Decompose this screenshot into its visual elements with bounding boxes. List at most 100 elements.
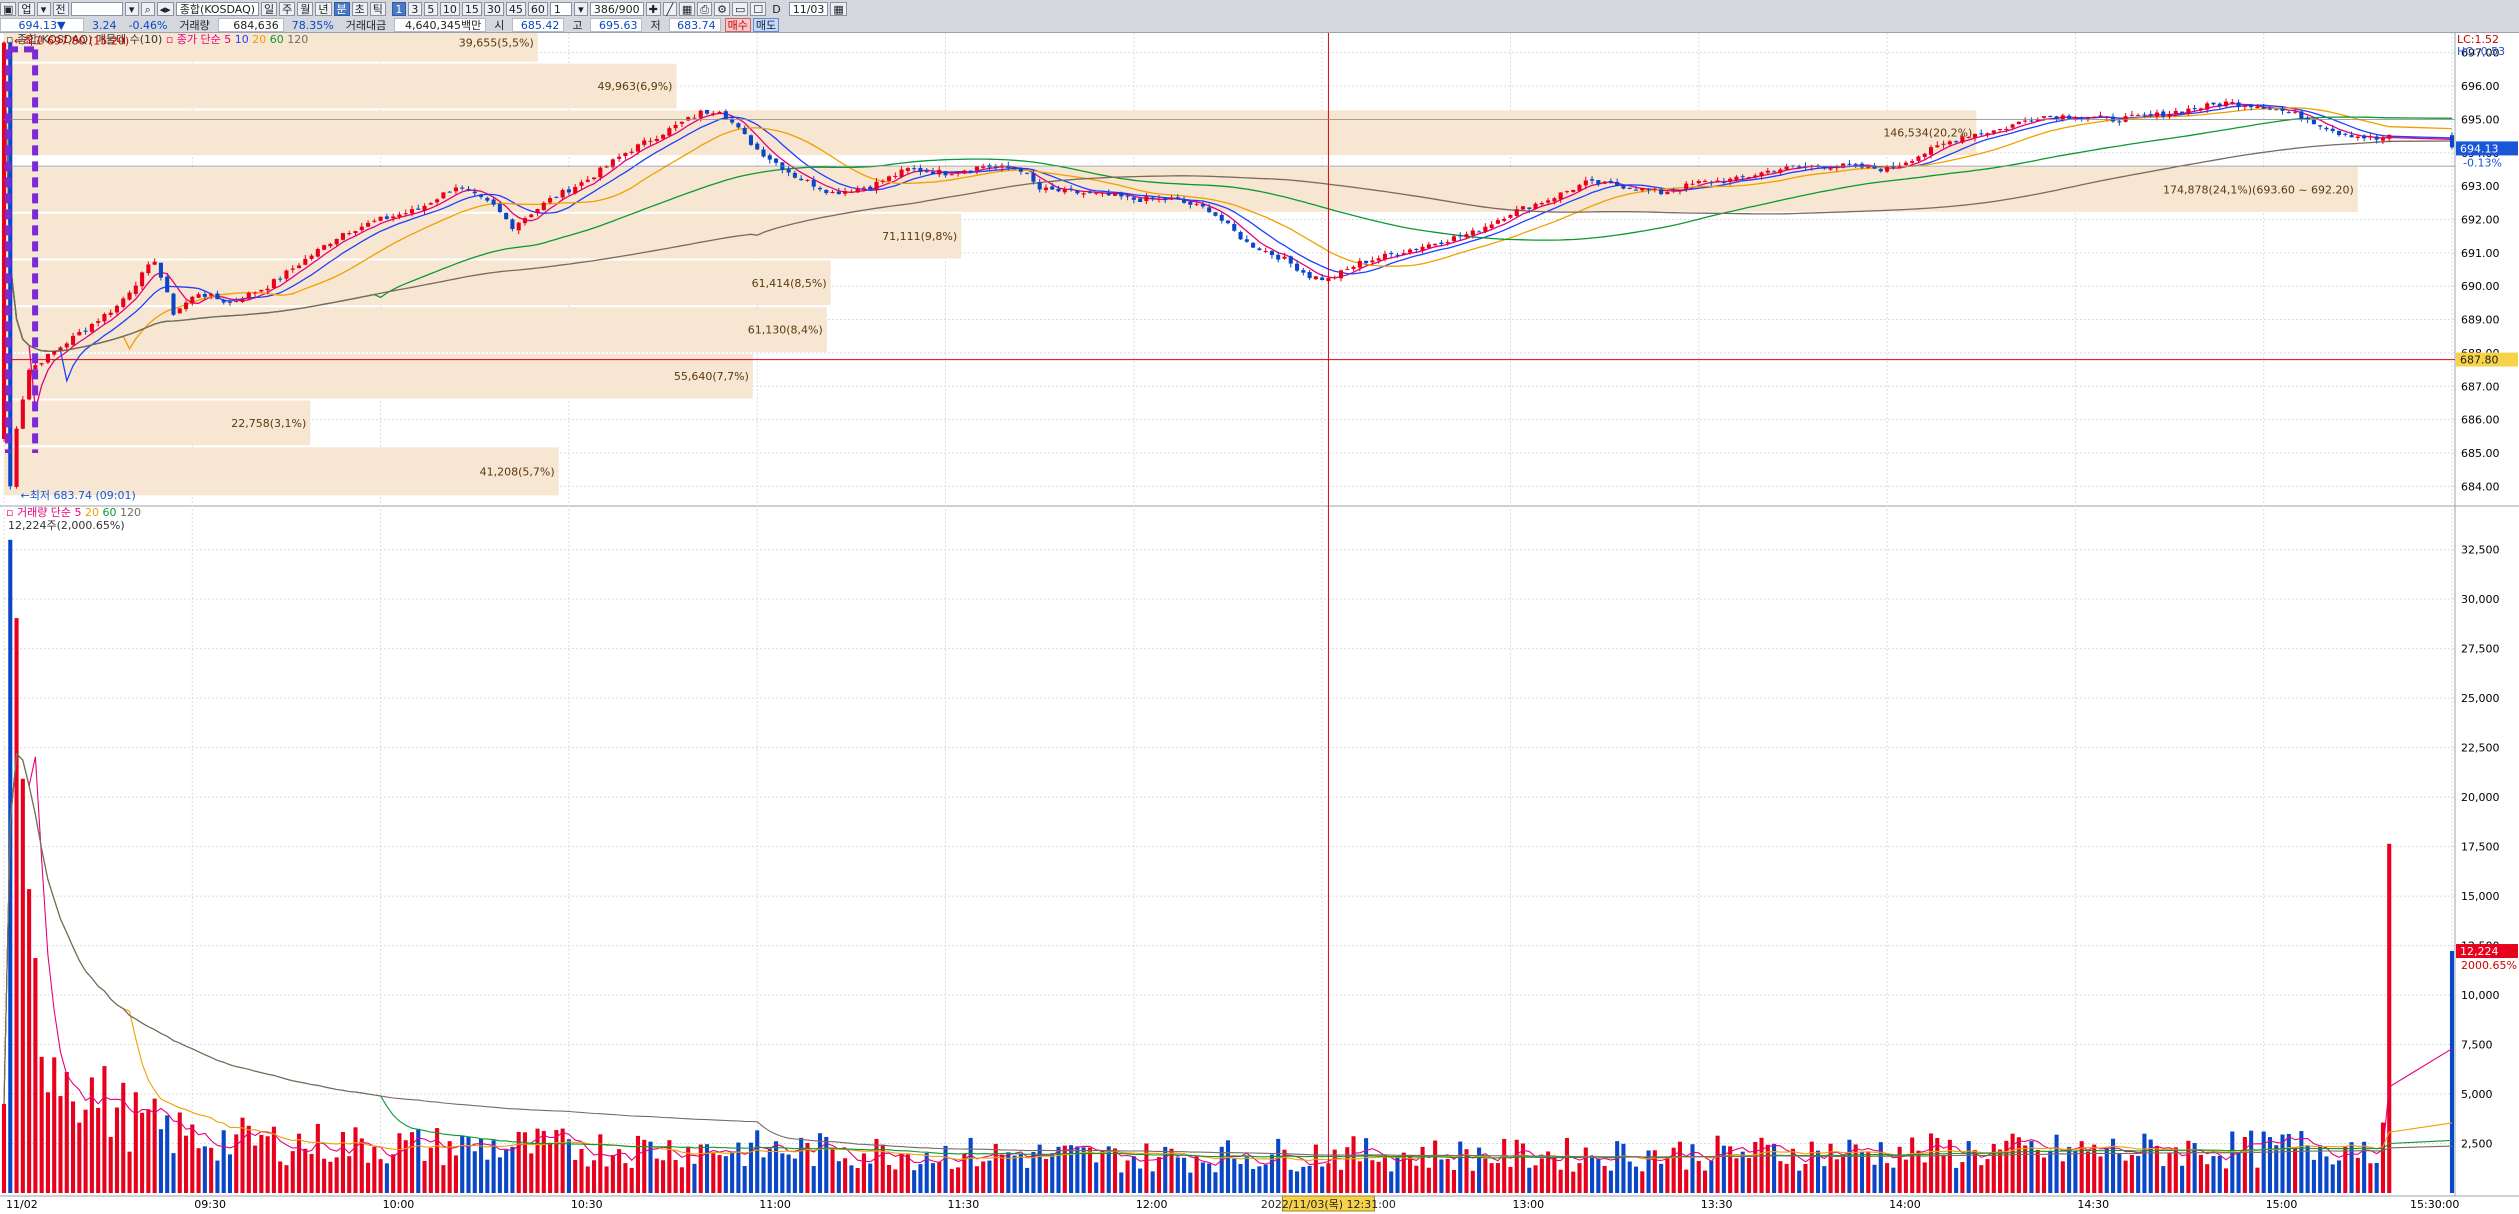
volume-bar (1251, 1168, 1256, 1193)
candle-body (2242, 105, 2247, 107)
volume-legend: ▫ 거래량 단순 5 20 60 120 (6, 506, 141, 519)
volume-bar (617, 1149, 622, 1193)
ma-line (3, 42, 2453, 411)
volume-profile-label: 61,414(8,5%) (752, 277, 827, 290)
volume-bar (1772, 1143, 1777, 1193)
crosshair-icon[interactable]: ✚ (645, 2, 661, 16)
interval-button[interactable]: 60 (527, 2, 548, 16)
candle-body (1885, 167, 1890, 172)
candle-body (1464, 234, 1469, 238)
volume-bar (1313, 1144, 1318, 1193)
period-button[interactable]: 초 (351, 2, 368, 16)
table-icon[interactable]: ▦ (678, 2, 696, 16)
volume-bar (1445, 1158, 1450, 1193)
volume-bar (146, 1109, 151, 1193)
count-field[interactable]: 386/900 (589, 2, 644, 16)
candle-body (2023, 120, 2028, 122)
price-legend: ▫ 종합(KOSDAQ) 매물대 수(10) ▫ 종가 단순 5 10 20 6… (6, 33, 308, 46)
candle-body (265, 288, 270, 291)
candle-body (1407, 249, 1413, 253)
interval-dropdown-icon[interactable]: ▾ (573, 2, 588, 16)
arrows-icon[interactable]: ◂▸ (156, 2, 174, 16)
calendar-icon[interactable]: ▦ (830, 2, 847, 16)
volume-bar (290, 1151, 295, 1193)
period-button[interactable]: 주 (279, 2, 296, 16)
volume-bar (755, 1130, 760, 1193)
price-tick-label: 696.00 (2461, 80, 2500, 93)
candle-body (221, 300, 226, 303)
print-icon[interactable]: ⎙ (697, 2, 713, 16)
volume-bar (447, 1141, 452, 1193)
search-icon[interactable]: ⌕ (140, 2, 155, 16)
chart-area[interactable]: 39,655(5,5%) 49,963(6,9%) 146,534(20,2%) 17… (0, 33, 2519, 1214)
volume-bar (1370, 1160, 1375, 1193)
candle-body (799, 178, 804, 181)
volume-bar (767, 1149, 772, 1193)
volume-bar (1966, 1141, 1971, 1193)
amount-value: 4,640,345백만 (394, 18, 487, 32)
symbol-dropdown-icon[interactable]: ▾ (124, 2, 139, 16)
volume-profile-label: 61,130(8,4%) (748, 324, 823, 337)
volume-profile-bar (4, 447, 559, 496)
period-button[interactable]: 틱 (369, 2, 386, 16)
interval-button[interactable]: 10 (439, 2, 460, 16)
candle-body (1753, 175, 1758, 178)
interval-button[interactable]: 1 (391, 2, 406, 16)
volume-bar (1175, 1157, 1180, 1193)
interval-button[interactable]: 15 (461, 2, 482, 16)
volume-bar (296, 1133, 302, 1193)
volume-tick-label: 17,500 (2461, 841, 2500, 854)
candle-body (391, 216, 396, 219)
vol-ma-period: 120 (120, 506, 141, 519)
period-button[interactable]: 월 (297, 2, 314, 16)
candle-body (2293, 111, 2298, 113)
date-input[interactable]: 11/03 (788, 2, 829, 16)
candle-body (1313, 276, 1318, 280)
volume-bar (711, 1153, 716, 1193)
interval-button[interactable]: 45 (505, 2, 526, 16)
candle-body (1621, 185, 1626, 189)
candle-body (83, 330, 88, 332)
volume-bar (2023, 1145, 2028, 1193)
candle-body (899, 169, 904, 177)
volume-bar (2060, 1161, 2065, 1193)
candle-body (887, 176, 892, 181)
candle-body (836, 191, 841, 195)
draw-icon[interactable]: ╱ (662, 2, 677, 16)
sell-button[interactable]: 매도 (752, 18, 780, 32)
candle-body (1426, 244, 1431, 248)
chart-menu-icon[interactable]: ▣ (0, 2, 17, 16)
volume-bar (1031, 1151, 1036, 1193)
volume-bar (52, 1057, 57, 1193)
candle-body (2198, 108, 2203, 110)
candle-body (1734, 176, 1739, 181)
buy-button[interactable]: 매수 (724, 18, 751, 32)
candle-body (246, 292, 251, 299)
volume-bar (723, 1156, 728, 1193)
tool-icon[interactable]: ▭ (731, 2, 749, 16)
candle-body (548, 198, 553, 203)
candle-body (1489, 224, 1494, 228)
candle-body (2324, 127, 2329, 130)
period-button[interactable]: 분 (333, 2, 350, 16)
candle-body (981, 166, 986, 168)
market-select[interactable]: 업 (18, 2, 35, 16)
symbol-code-input[interactable] (70, 2, 123, 16)
dropdown-icon[interactable]: ▾ (36, 2, 51, 16)
period-button[interactable]: 일 (261, 2, 278, 16)
period-button[interactable]: 년 (315, 2, 332, 16)
candle-body (177, 308, 182, 314)
interval-button[interactable]: 3 (407, 2, 422, 16)
volume-bar (83, 1109, 88, 1193)
interval-button[interactable]: 30 (483, 2, 504, 16)
volume-bar (1345, 1147, 1350, 1193)
type-select[interactable]: 전 (52, 2, 69, 16)
candle-body (573, 186, 578, 194)
volume-bar (1558, 1169, 1563, 1193)
d-checkbox[interactable]: ☐ (750, 2, 767, 16)
gear-icon[interactable]: ⚙ (714, 2, 730, 16)
volume-bar (1746, 1158, 1752, 1193)
volume-bar (1709, 1160, 1714, 1193)
interval-input[interactable]: 1 (549, 2, 572, 16)
interval-button[interactable]: 5 (423, 2, 438, 16)
